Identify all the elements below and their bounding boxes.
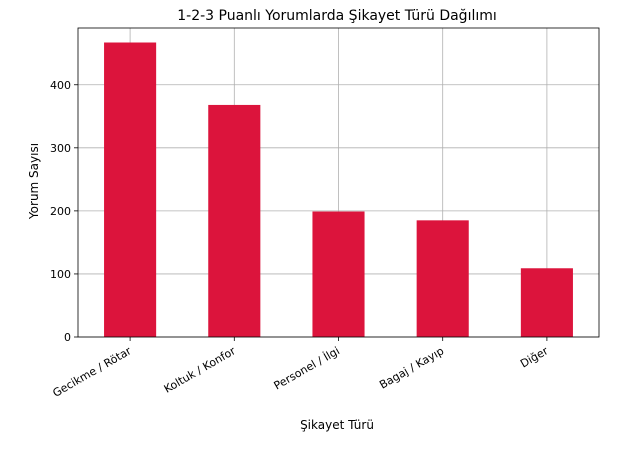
y-tick-label: 100 <box>50 268 71 281</box>
bars-layer <box>104 42 573 337</box>
axes-layer <box>74 27 600 341</box>
x-axis-label: Şikayet Türü <box>300 418 374 432</box>
bar <box>312 211 365 337</box>
bar <box>520 268 573 337</box>
bar <box>416 220 469 337</box>
bar <box>104 42 157 337</box>
chart-title: 1-2-3 Puanlı Yorumlarda Şikayet Türü Dağ… <box>177 8 497 24</box>
y-axis-label: Yorum Sayısı <box>27 143 41 220</box>
y-tick-label: 200 <box>50 205 71 218</box>
plot-frame <box>77 27 600 338</box>
y-tick-label: 400 <box>50 79 71 92</box>
y-tick-label: 300 <box>50 142 71 155</box>
y-tick-label: 0 <box>64 331 71 344</box>
bar <box>208 104 261 337</box>
